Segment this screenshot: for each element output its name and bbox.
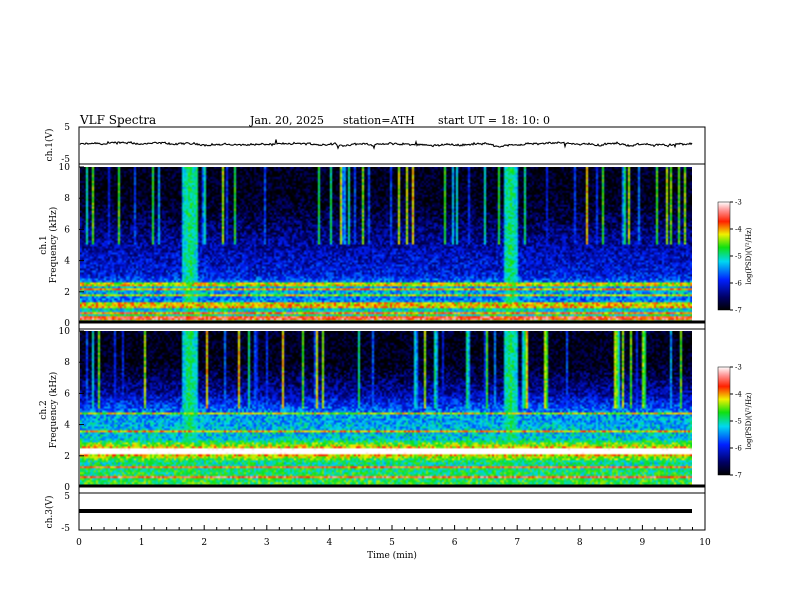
ch1-spec-ytick-label: 0 (64, 319, 70, 329)
x-tick-label: 1 (139, 538, 145, 548)
ch3-wave-ytick-bottom: -5 (61, 524, 70, 534)
ch1-colorbar-tick-label: -7 (735, 307, 742, 315)
station-label: station=ATH (343, 114, 415, 127)
ch1-waveform-line (79, 139, 693, 150)
x-tick-label: 6 (452, 538, 458, 548)
ch2-colorbar-tick-label: -7 (735, 472, 742, 480)
ch2-spec-ytick-label: 10 (59, 327, 71, 337)
figure-title: VLF Spectra (79, 113, 156, 127)
ch2-spec-ylabel: Frequency (kHz) (48, 372, 59, 449)
ch2-colorbar-gradient (717, 366, 731, 476)
ch1-colorbar-ticks: -3 -4 -5 -6 -7 (730, 199, 742, 315)
x-tick-label: 2 (201, 538, 207, 548)
ch2-colorbar-label: log(PSD)(V²/Hz) (745, 392, 753, 449)
ch3-waveform-panel: 5 -5 ch.3(V) (44, 492, 692, 534)
ch1-colorbar-tick-label: -4 (735, 226, 742, 234)
x-tick-label: 7 (514, 538, 520, 548)
x-tick-label: 9 (640, 538, 646, 548)
ch1-spec-ylabel: Frequency (kHz) (48, 207, 59, 284)
ch2-colorbar-tick-label: -5 (735, 418, 742, 426)
ch1-colorbar-tick-label: -5 (735, 253, 742, 261)
ch1-spec-ylabel-channel: ch.1 (39, 235, 49, 254)
ch2-spec-ytick-label: 4 (64, 421, 70, 431)
x-tick-label: 3 (264, 538, 270, 548)
ch2-spec-ytick-label: 6 (64, 389, 70, 399)
x-tick-label: 4 (327, 538, 333, 548)
x-tick-label: 0 (76, 538, 82, 548)
x-tick-label: 10 (699, 538, 711, 548)
ch1-spec-ytick-label: 10 (59, 163, 71, 173)
ch1-wave-ylabel: ch.1(V) (44, 129, 55, 162)
date-label: Jan. 20, 2025 (249, 114, 324, 127)
ch2-spec-ytick-label: 2 (64, 452, 70, 462)
ch2-colorbar-tick-label: -4 (735, 391, 742, 399)
x-tick-label: 5 (389, 538, 395, 548)
ch2-spec-ytick-label: 8 (64, 358, 70, 368)
ch1-colorbar-label: log(PSD)(V²/Hz) (745, 227, 753, 284)
ch1-spec-ytick-label: 4 (64, 257, 70, 267)
ch2-colorbar-tick-label: -3 (735, 364, 742, 372)
ch1-spectrogram-panel: ch.1 Frequency (kHz) 10 8 6 4 2 0 (39, 163, 705, 330)
start-time-label: start UT = 18: 10: 0 (438, 114, 550, 127)
ch1-wave-ytick-bottom: -5 (61, 155, 70, 165)
ch1-colorbar: -3 -4 -5 -6 -7 log(PSD)(V²/Hz) (717, 199, 753, 315)
x-axis-label: Time (min) (367, 550, 417, 561)
ch1-spec-ytick-label: 6 (64, 225, 70, 235)
ch1-colorbar-tick-label: -6 (735, 280, 742, 288)
ch2-spec-ylabel-channel: ch.2 (39, 400, 49, 419)
ch1-colorbar-tick-label: -3 (735, 199, 742, 207)
ch1-spec-ytick-label: 2 (64, 288, 70, 298)
ch2-spectrogram-heatmap (80, 331, 692, 486)
ch1-spectrogram-heatmap (80, 167, 692, 322)
ch2-spec-yticks: 10 8 6 4 2 0 (59, 327, 84, 493)
ch2-colorbar-tick-label: -6 (735, 445, 742, 453)
ch3-wave-ytick-top: 5 (64, 492, 70, 502)
x-axis-ticks: 0 1 2 3 4 5 6 7 8 9 10 (76, 525, 711, 548)
ch3-wave-ylabel: ch.3(V) (44, 496, 55, 529)
ch2-colorbar-ticks: -3 -4 -5 -6 -7 (730, 364, 742, 480)
ch2-spectrogram-panel: ch.2 Frequency (kHz) 10 8 6 4 2 0 (39, 327, 705, 494)
ch1-wave-ytick-top: 5 (64, 123, 70, 133)
ch1-spec-ytick-label: 8 (64, 194, 70, 204)
ch1-waveform-panel: 5 -5 ch.1(V) (44, 123, 705, 165)
ch1-spec-yticks: 10 8 6 4 2 0 (59, 163, 84, 329)
ch2-colorbar: -3 -4 -5 -6 -7 log(PSD)(V²/Hz) (717, 364, 753, 480)
x-tick-label: 8 (577, 538, 583, 548)
ch2-spec-ytick-label: 0 (64, 483, 70, 493)
ch1-colorbar-gradient (717, 201, 731, 311)
